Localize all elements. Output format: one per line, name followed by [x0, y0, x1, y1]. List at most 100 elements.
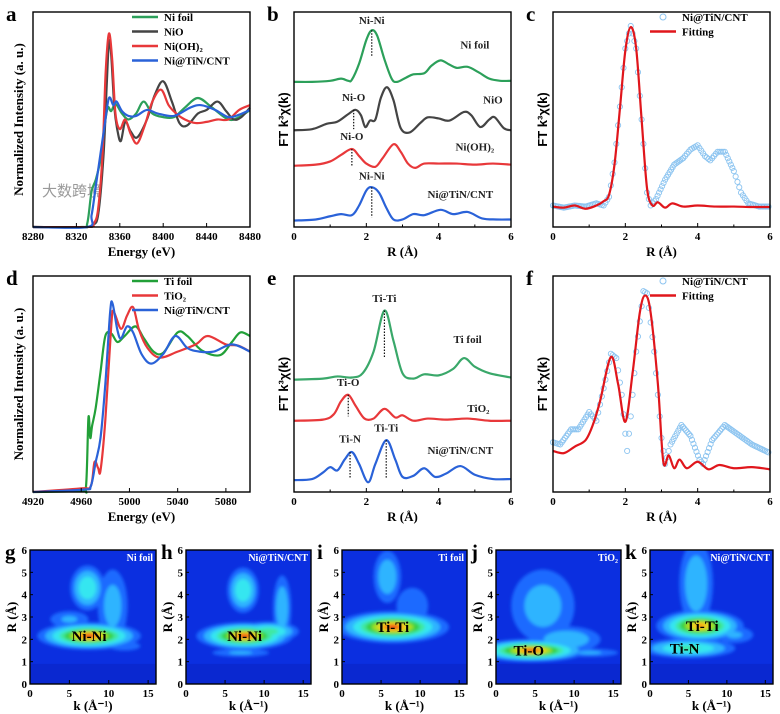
data-point	[654, 192, 661, 199]
x-tick-label: 15	[298, 688, 310, 700]
plot-frame	[32, 275, 251, 493]
x-tick-label: 10	[259, 688, 271, 700]
y-tick-label: 5	[334, 567, 340, 579]
panel-letter: a	[6, 2, 17, 26]
annotation-label: Ti-O	[337, 377, 360, 389]
x-axis-label: k (Å⁻¹)	[539, 698, 578, 713]
y-axis-label: FT k³χ(k)	[535, 357, 550, 411]
x-tick-label: 8480	[239, 231, 262, 243]
data-point	[704, 448, 711, 456]
series-line	[552, 25, 771, 210]
data-point	[723, 151, 730, 159]
y-tick-label: 6	[22, 545, 28, 557]
y-tick-label: 2	[642, 634, 648, 646]
data-point	[706, 445, 713, 452]
sample-label: Ti foil	[438, 553, 464, 564]
y-tick-label: 1	[334, 657, 340, 669]
y-tick-label: 1	[22, 657, 28, 669]
data-point	[732, 173, 739, 180]
heatmap-surface	[30, 550, 156, 684]
data-point	[681, 425, 688, 432]
panel-a: a Ni foil NiO Ni(OH)₂ Ni@TiN/CNT 8280 8320 8360…	[6, 2, 262, 259]
data-point	[701, 456, 708, 464]
legend-label: NiO	[164, 27, 184, 39]
y-axis-label: R (Å)	[4, 602, 19, 633]
bond-label: Ti-N	[670, 641, 700, 657]
heatmap-contour	[61, 615, 78, 623]
annotation-label: Ti foil	[453, 334, 481, 346]
heatmap-low-band	[342, 663, 467, 684]
bond-label: Ni-Ni	[227, 629, 262, 645]
x-tick-label: 0	[647, 688, 653, 700]
heatmap-low-band	[186, 663, 311, 684]
bond-label: Ti-Ti	[376, 620, 409, 636]
data-point	[682, 427, 689, 434]
plot-frame	[341, 549, 468, 685]
data-point	[690, 440, 697, 447]
annotation-label: TiO₂	[467, 403, 490, 415]
sample-label: Ni@TiN/CNT	[248, 553, 308, 564]
data-point	[687, 432, 694, 439]
heatmap-low-band	[30, 663, 156, 684]
y-tick-label: 2	[334, 634, 340, 646]
x-axis-label: k (Å⁻¹)	[229, 698, 268, 713]
panel-h: h Ni-Ni Ni@TiN/CNT 0 1 2 3 4 5 6 0 5 10 15 k (Å⁻¹) R (Å…	[160, 540, 312, 713]
heatmap-contour	[525, 649, 537, 652]
y-axis-label: R (Å)	[160, 602, 175, 633]
data-point	[747, 440, 754, 447]
plot-frame	[495, 549, 622, 685]
series-line	[293, 143, 512, 169]
x-tick-label: 5	[532, 688, 538, 700]
series-line	[32, 32, 251, 229]
data-point	[684, 429, 691, 436]
data-point	[693, 448, 700, 455]
x-tick-label: 4	[436, 496, 442, 508]
x-axis-label: R (Å)	[646, 244, 677, 259]
annotation-label: Ni-Ni	[359, 15, 385, 27]
data-point	[624, 447, 631, 455]
y-tick-label: 0	[22, 679, 28, 691]
y-tick-label: 3	[22, 612, 28, 624]
series-line	[32, 38, 251, 229]
data-point	[716, 427, 724, 434]
data-point	[719, 148, 727, 155]
data-point	[705, 155, 712, 162]
x-tick-label: 8440	[196, 231, 219, 243]
annotation-label: Ti-N	[339, 433, 361, 445]
x-axis-label: Energy (eV)	[108, 244, 176, 259]
x-tick-label: 6	[508, 496, 514, 508]
legend-label: Ni@TiN/CNT	[164, 305, 230, 317]
y-tick-label: 1	[488, 657, 494, 669]
y-axis-label: R (Å)	[316, 602, 331, 633]
x-tick-label: 5080	[215, 496, 238, 508]
y-tick-label: 4	[642, 590, 648, 602]
legend-label: Fitting	[682, 27, 714, 39]
y-tick-label: 5	[178, 567, 184, 579]
data-point	[627, 413, 634, 420]
y-tick-label: 3	[488, 612, 494, 624]
x-tick-label: 4	[436, 231, 442, 243]
annotation-label: Ti-Ti	[372, 293, 396, 305]
panel-d: d Ti foil TiO₂ Ni@TiN/CNT 4920 4960 5000 5040 50…	[6, 266, 251, 524]
y-tick-label: 0	[178, 679, 184, 691]
heatmap-surface	[650, 550, 773, 684]
y-axis-label: R (Å)	[624, 602, 639, 633]
data-point	[715, 429, 722, 436]
data-point	[736, 184, 743, 191]
heatmap-contour	[726, 631, 743, 639]
data-point	[660, 179, 667, 186]
data-point	[718, 425, 725, 432]
legend-label: Ni foil	[164, 12, 193, 24]
x-tick-label: 10	[415, 688, 427, 700]
heatmap-contour	[228, 651, 253, 655]
series-line	[552, 294, 771, 471]
y-tick-label: 2	[178, 634, 184, 646]
series-line	[32, 300, 251, 494]
x-tick-label: 0	[291, 231, 297, 243]
heatmap-contour	[78, 576, 97, 600]
heatmap-contour	[387, 625, 399, 629]
data-point	[710, 435, 717, 442]
x-tick-label: 15	[454, 688, 466, 700]
data-point	[622, 430, 629, 437]
series-line	[32, 96, 251, 229]
